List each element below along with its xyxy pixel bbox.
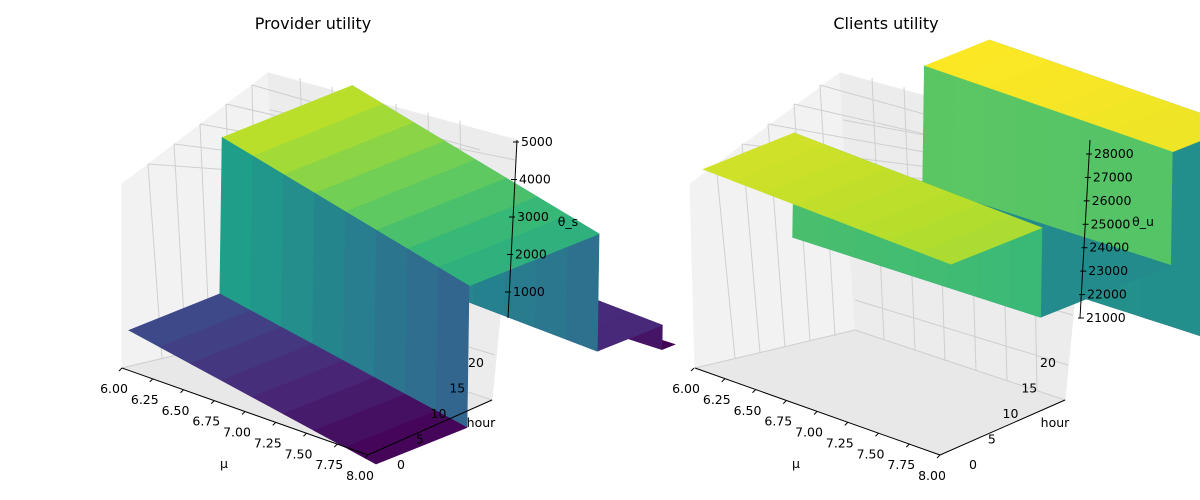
surface-facet [919, 215, 1043, 265]
surface-wall [343, 211, 377, 378]
z-tick-label: 1000 [513, 284, 545, 299]
tick-labels: 6.006.256.506.757.007.257.507.758.00 05 10… [672, 146, 1134, 483]
x-tick-label: 6.75 [192, 414, 220, 429]
x-tick-label: 7.75 [315, 457, 343, 472]
y-tick-label: 5 [988, 432, 996, 447]
tick-mark [272, 422, 277, 426]
y-tick-label: 0 [969, 457, 977, 472]
surface-wall [281, 174, 316, 345]
z-axis-line [507, 139, 518, 319]
x-tick-label: 6.75 [764, 414, 792, 429]
y-axis-label: hour [1041, 415, 1070, 430]
surface-layer [128, 85, 676, 465]
y-axis-line [939, 399, 1066, 456]
z-tick-label: 2000 [515, 247, 547, 262]
tick-mark [690, 367, 695, 372]
chart-title: Clients utility [833, 14, 938, 33]
z-tick-label: 23000 [1088, 263, 1128, 278]
x-tick-label: 7.50 [857, 446, 885, 461]
x-tick-label: 6.50 [734, 403, 762, 418]
y-tick-label: 0 [397, 457, 405, 472]
y-tick-label: 10 [431, 406, 447, 421]
z-tick-label: 25000 [1091, 216, 1131, 231]
z-axis-label: θ_u [1132, 214, 1154, 229]
y-tick-label: 20 [468, 355, 484, 370]
surface-wall [1015, 97, 1049, 226]
tick-mark [752, 389, 756, 394]
surface-wall [435, 266, 470, 429]
x-tick-label: 7.50 [285, 446, 313, 461]
x-tick-label: 7.00 [223, 425, 251, 440]
y-tick-label: 10 [1003, 406, 1019, 421]
surface-wall [219, 137, 254, 312]
z-axis-label: θ_s [558, 214, 578, 229]
tick-mark [303, 432, 307, 437]
x-tick-label: 6.00 [672, 381, 700, 396]
x-axis-label: μ [220, 456, 228, 471]
tick-mark [118, 367, 123, 372]
tick-mark [364, 454, 369, 459]
surface-wall [1139, 140, 1173, 266]
z-tick-label: 5000 [521, 134, 553, 149]
tick-mark [782, 400, 787, 404]
x-axis-label: μ [792, 456, 800, 471]
surface-wall [922, 65, 956, 196]
x-tick-label: 8.00 [918, 468, 946, 483]
tick-mark [149, 378, 154, 383]
chart-clients-utility: Clients utility [672, 14, 1200, 483]
surface-wall [373, 229, 408, 395]
y-tick-label: 5 [416, 432, 424, 447]
y-tick-label: 20 [1040, 355, 1056, 370]
tick-labels: 6.006.256.506.757.007.257.507.758.00 05 10… [100, 134, 553, 483]
surface-wall [953, 76, 987, 206]
z-tick-label: 22000 [1087, 287, 1127, 302]
z-tick-label: 4000 [519, 172, 551, 187]
z-tick-label: 3000 [517, 209, 549, 224]
surface-wall [984, 87, 1018, 216]
tick-mark [936, 454, 941, 459]
z-tick-label: 26000 [1092, 193, 1132, 208]
x-tick-label: 6.50 [162, 403, 190, 418]
x-tick-label: 7.75 [887, 457, 915, 472]
tick-mark [905, 443, 910, 448]
tick-mark [844, 422, 849, 426]
z-tick-label: 27000 [1093, 169, 1133, 184]
z-tick-label: 24000 [1089, 240, 1129, 255]
x-tick-label: 6.25 [131, 392, 159, 407]
z-tick-label: 21000 [1086, 310, 1126, 325]
z-axis-line [1079, 139, 1091, 319]
surface-wall [404, 248, 439, 412]
y-tick-label: 15 [449, 381, 465, 396]
tick-mark [210, 400, 215, 404]
x-tick-label: 8.00 [346, 468, 374, 483]
tick-mark [875, 432, 879, 437]
tick-mark [180, 389, 184, 394]
surface-wall [250, 155, 285, 328]
surface-wall [312, 192, 346, 362]
tick-mark [813, 411, 818, 415]
tick-mark [241, 411, 246, 415]
x-tick-label: 6.25 [703, 392, 731, 407]
tick-mark [721, 378, 726, 383]
x-tick-label: 7.00 [795, 425, 823, 440]
chart-title: Provider utility [255, 14, 371, 33]
x-axis-line [694, 367, 941, 456]
x-tick-label: 6.00 [100, 381, 128, 396]
surface-layer [702, 39, 1200, 336]
y-axis-line [367, 399, 493, 456]
y-tick-label: 15 [1021, 381, 1037, 396]
x-tick-label: 7.25 [826, 435, 854, 450]
chart-provider-utility: Provider utility [100, 14, 676, 483]
surface-wall [1046, 108, 1080, 236]
x-tick-label: 7.25 [254, 435, 282, 450]
tick-mark [333, 443, 338, 448]
z-tick-label: 28000 [1094, 146, 1134, 161]
y-axis-label: hour [467, 415, 496, 430]
